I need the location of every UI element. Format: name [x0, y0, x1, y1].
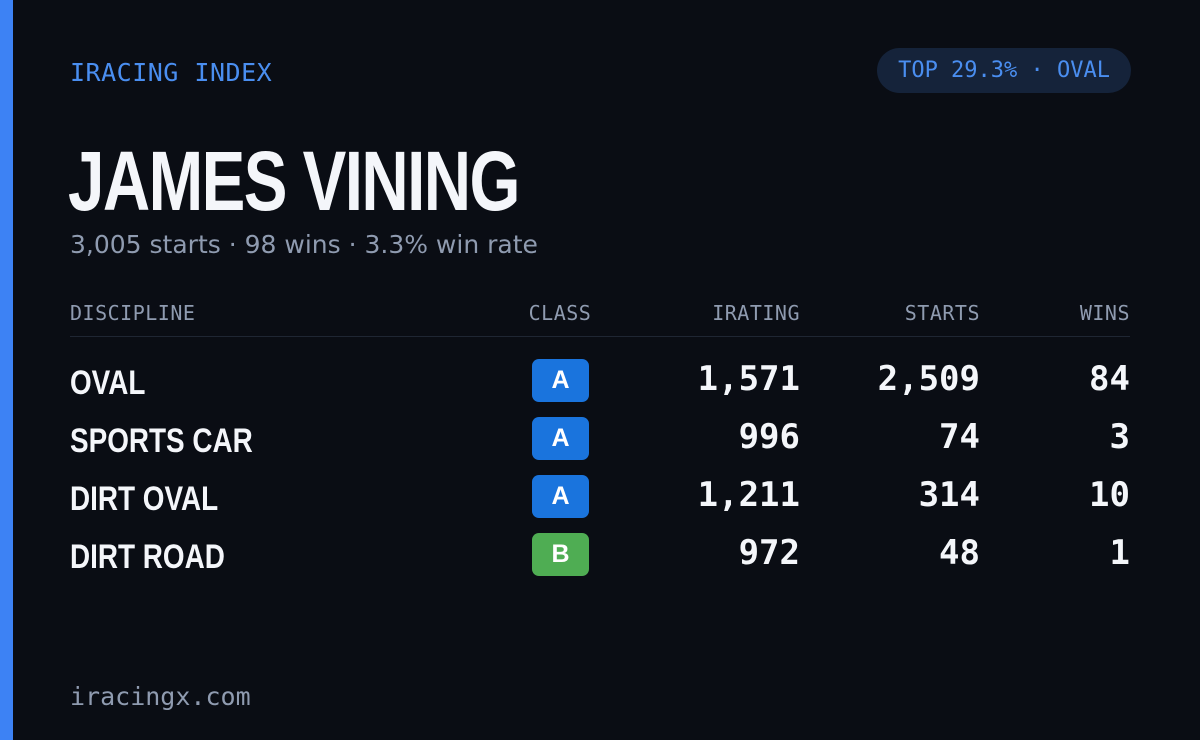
site-url: iracingx.com — [70, 682, 251, 711]
discipline-name: DIRT ROAD — [70, 538, 225, 576]
brand-title: IRACING INDEX — [70, 58, 273, 87]
discipline-table: DISCIPLINE CLASS IRATING STARTS WINS OVA… — [70, 296, 1130, 576]
starts-value: 48 — [939, 533, 980, 573]
driver-summary: 3,005 starts · 98 wins · 3.3% win rate — [70, 230, 538, 259]
class-badge: A — [532, 417, 589, 460]
header-irating: IRATING — [712, 301, 800, 325]
irating-value: 972 — [738, 533, 800, 573]
table-row: DIRT ROAD B 972 48 1 — [70, 511, 1130, 576]
discipline-name: DIRT OVAL — [70, 480, 219, 518]
starts-value: 314 — [918, 475, 980, 515]
starts-value: 74 — [939, 417, 980, 457]
table-row: SPORTS CAR A 996 74 3 — [70, 395, 1130, 460]
wins-value: 3 — [1109, 417, 1130, 457]
header-discipline: DISCIPLINE — [70, 301, 196, 325]
header-starts: STARTS — [904, 301, 980, 325]
class-badge: A — [532, 359, 589, 402]
wins-value: 1 — [1109, 533, 1130, 573]
table-row: OVAL A 1,571 2,509 84 — [70, 337, 1130, 402]
starts-value: 2,509 — [877, 359, 980, 399]
driver-name: JAMES VINING — [68, 134, 520, 228]
discipline-name: OVAL — [70, 364, 146, 402]
wins-value: 84 — [1089, 359, 1130, 399]
header-class: CLASS — [528, 301, 592, 325]
irating-value: 1,211 — [697, 475, 800, 515]
rank-badge: TOP 29.3% · OVAL — [877, 48, 1131, 93]
irating-value: 996 — [738, 417, 800, 457]
class-badge: B — [532, 533, 589, 576]
header-wins: WINS — [1079, 301, 1130, 325]
discipline-name: SPORTS CAR — [70, 422, 253, 460]
accent-bar — [0, 0, 13, 740]
irating-value: 1,571 — [697, 359, 800, 399]
table-header: DISCIPLINE CLASS IRATING STARTS WINS — [70, 296, 1130, 337]
class-badge: A — [532, 475, 589, 518]
wins-value: 10 — [1089, 475, 1130, 515]
table-row: DIRT OVAL A 1,211 314 10 — [70, 453, 1130, 518]
